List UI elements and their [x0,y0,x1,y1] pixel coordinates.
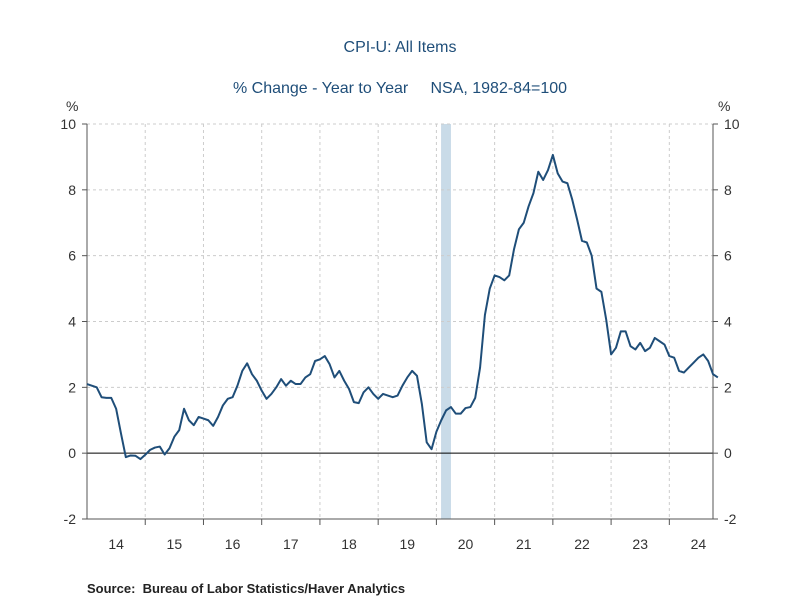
series-layer [86,153,719,461]
x-tick-label: 21 [516,536,532,552]
y-tick-label-left: 8 [68,182,76,198]
x-tick-label: 22 [574,536,590,552]
y-tick-label-left: 2 [68,379,76,395]
y-tick-label-right: 0 [724,445,732,461]
x-tick-label: 14 [108,536,124,552]
y-tick-label-right: 10 [724,116,740,132]
y-tick-label-right: 2 [724,379,732,395]
x-tick-label: 17 [283,536,299,552]
series-line-0 [86,153,719,461]
y-tick-label-left: 6 [68,248,76,264]
x-tick-label: 23 [632,536,648,552]
y-axis-unit-right: % [718,98,731,114]
x-tick-label: 18 [341,536,357,552]
chart-subtitle: % Change - Year to Year NSA, 1982-84=100 [232,80,568,97]
x-tick-label: 16 [225,536,241,552]
x-tick-label: 24 [691,536,707,552]
y-tick-label-right: 6 [724,248,732,264]
chart-title: CPI-U: All Items [343,39,457,56]
source-note: Source: Bureau of Labor Statistics/Haver… [87,581,406,596]
recession-shading-layer [441,124,451,519]
y-tick-label-right: 8 [724,182,732,198]
x-tick-label: 15 [167,536,183,552]
x-tick-label: 19 [399,536,415,552]
x-tick-label: 20 [458,536,474,552]
axis-layer [82,123,718,525]
y-tick-label-left: 4 [68,314,76,330]
grid-layer [87,123,713,519]
y-tick-label-right: 4 [724,314,732,330]
y-tick-label-left: 0 [68,445,76,461]
y-axis-unit-left: % [66,98,79,114]
y-tick-label-right: -2 [724,511,737,527]
y-tick-label-left: -2 [64,511,77,527]
recession-band-0 [441,124,451,519]
y-tick-label-left: 10 [60,116,76,132]
